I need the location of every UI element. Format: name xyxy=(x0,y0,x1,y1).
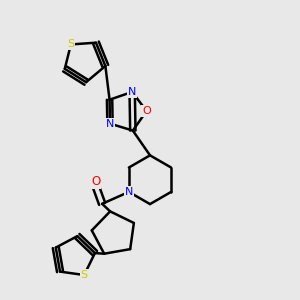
Text: S: S xyxy=(81,270,88,280)
Text: N: N xyxy=(128,87,136,97)
Text: S: S xyxy=(67,39,74,50)
Text: O: O xyxy=(142,106,151,116)
Text: N: N xyxy=(125,187,133,197)
Text: O: O xyxy=(91,175,100,188)
Text: N: N xyxy=(106,118,114,129)
